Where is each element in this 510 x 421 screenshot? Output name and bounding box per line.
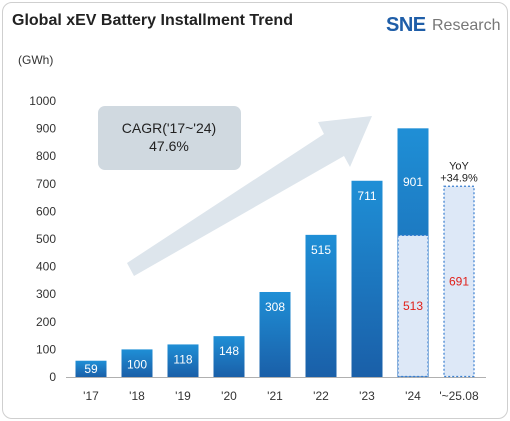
bars: 59 100 118 148 308 515 711 513 901 691 [75,128,475,378]
x-tick-label: '17 [83,389,99,403]
x-tick-label: '22 [313,389,329,403]
y-tick-label: 800 [36,149,56,163]
bar-value-label: 118 [173,352,192,366]
bar-value-label: 515 [311,243,331,257]
partial-bar [443,185,475,378]
y-tick-label: 600 [36,204,56,218]
yoy-label: YoY [449,160,469,172]
y-axis: 0 100 200 300 400 500 600 700 800 900 1000 [29,94,486,384]
x-tick-label: '20 [221,389,237,403]
bar-value-label: 901 [403,175,423,189]
cagr-callout: CAGR('17~'24) 47.6% [98,106,241,170]
growth-arrow [127,116,372,276]
y-tick-label: 200 [36,315,56,329]
bar-value-label: 148 [219,344,239,358]
x-tick-label: '18 [129,389,145,403]
bar-value-label: 59 [84,362,98,376]
cagr-box [98,106,241,170]
bar-value-label: 711 [357,189,376,203]
x-tick-label: '21 [267,389,283,403]
x-axis: '17 '18 '19 '20 '21 '22 '23 '24 '~25.08 [83,389,479,403]
bar-value-label: 308 [265,300,285,314]
bar-value-label: 100 [127,357,147,371]
x-tick-label: '24 [405,389,421,403]
cagr-value: 47.6% [149,138,189,154]
bar [167,344,199,377]
partial-value-label: 691 [449,275,469,289]
bar [259,291,291,377]
bar [305,234,337,377]
y-tick-label: 0 [49,370,56,384]
partial-value-label: 513 [403,299,423,313]
y-tick-label: 700 [36,177,56,191]
x-tick-label: '23 [359,389,375,403]
yoy-value: +34.9% [440,172,478,184]
y-tick-label: 500 [36,232,56,246]
x-tick-label: '~25.08 [439,389,479,403]
y-axis-unit-label: (GWh) [18,53,53,67]
y-tick-label: 100 [36,342,56,356]
cagr-label: CAGR('17~'24) [122,120,216,136]
logo-text: SNE [386,14,426,36]
bar [213,336,245,377]
logo-subtext: Research [432,17,501,34]
bar [121,349,153,377]
x-tick-label: '19 [175,389,191,403]
chart-title: Global xEV Battery Installment Trend [12,12,293,29]
y-tick-label: 400 [36,260,56,274]
bar [351,180,383,377]
y-tick-label: 1000 [29,94,56,108]
y-tick-label: 900 [36,122,56,136]
y-tick-label: 300 [36,287,56,301]
partial-bar [397,234,429,378]
bar [75,360,107,377]
